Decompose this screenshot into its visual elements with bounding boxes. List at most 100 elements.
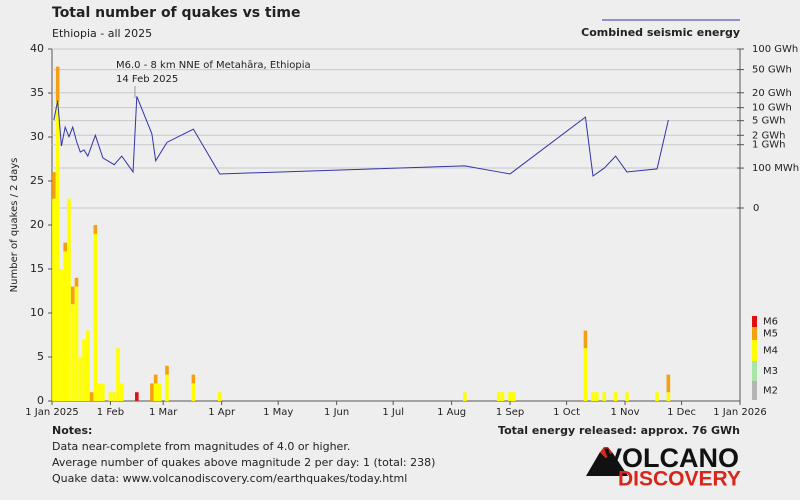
legend-label: M6 — [763, 317, 778, 328]
bar-segment — [55, 101, 60, 402]
y2-tick-label: 1 GWh — [752, 140, 786, 151]
x-tick-label: 1 Apr — [208, 407, 236, 418]
bar-segment — [108, 392, 113, 401]
y2-tick-label: 0 — [753, 203, 759, 214]
bar-segment — [70, 286, 75, 305]
y2-tick-label: 20 GWh — [752, 88, 792, 99]
bar-segment — [157, 383, 162, 401]
bar-segment — [191, 383, 196, 401]
bar-segment — [153, 374, 158, 384]
y2-tick-label: 100 MWh — [752, 163, 799, 174]
bar-segment — [63, 251, 67, 401]
bar-segment — [55, 66, 60, 102]
bar-segment — [93, 225, 98, 234]
total-energy: Total energy released: approx. 76 GWh — [498, 424, 740, 437]
bar-segment — [165, 374, 169, 401]
bar-segment — [119, 383, 124, 401]
notes-title: Notes: — [52, 424, 92, 437]
bar-segment — [613, 392, 618, 401]
energy-line — [53, 96, 669, 177]
bar-segment — [150, 383, 154, 401]
logo-text: DISCOVERY — [618, 468, 741, 491]
annotation: 14 Feb 2025 — [116, 74, 178, 85]
bar-segment — [508, 392, 512, 401]
x-tick-label: 1 Sep — [496, 407, 524, 418]
note: Data near-complete from magnitudes of 4.… — [52, 440, 350, 453]
x-tick-label: 1 Mar — [149, 407, 178, 418]
bar-segment — [500, 392, 505, 401]
y2-tick-label: 2 GWh — [752, 130, 786, 141]
logo-text: VOLCANO — [604, 443, 739, 473]
y-axis-label: Number of quakes / 2 days — [9, 158, 20, 293]
bar-segment — [82, 339, 86, 401]
y2-tick-label: 5 GWh — [752, 116, 786, 127]
bar-segment — [93, 233, 98, 401]
x-tick-label: 1 Jan 2025 — [25, 407, 79, 418]
y-tick-label: 40 — [30, 42, 44, 55]
logo-icon — [600, 447, 612, 458]
legend-label: M3 — [763, 366, 778, 377]
legend-swatch — [752, 361, 757, 381]
note: Quake data: www.volcanodiscovery.com/ear… — [52, 472, 407, 485]
legend-label: M5 — [763, 329, 778, 340]
logo: VOLCANO DISCOVERY — [586, 443, 741, 491]
bar-segment — [165, 365, 169, 375]
bar-segment — [67, 198, 71, 401]
legend-label: Combined seismic energy — [581, 26, 740, 39]
bar-segment — [89, 392, 94, 401]
x-tick-label: 1 Jul — [382, 407, 404, 418]
bar-segment — [59, 269, 64, 401]
x-tick-label: 1 Jun — [324, 407, 349, 418]
y-tick-label: 0 — [37, 394, 44, 407]
bar-segment — [463, 392, 467, 401]
y2-tick-label: 100 GWh — [752, 44, 798, 55]
bar-segment — [191, 374, 196, 384]
x-tick-label: 1 Aug — [437, 407, 466, 418]
y2-tick-label: 50 GWh — [752, 65, 792, 76]
bar-segment — [52, 172, 56, 199]
x-tick-label: 1 Jan 2026 — [713, 407, 767, 418]
bar-segment — [135, 392, 139, 401]
bar-segment — [512, 392, 516, 401]
bar-segment — [496, 392, 501, 401]
bar-segment — [217, 392, 222, 401]
legend-swatch — [752, 327, 757, 340]
y-tick-label: 5 — [37, 350, 44, 363]
annotation: M6.0 - 8 km NNE of Metahāra, Ethiopia — [116, 60, 311, 71]
bar-segment — [153, 383, 158, 401]
y-tick-label: 25 — [30, 174, 44, 187]
legend-label: M2 — [763, 386, 778, 397]
y-tick-label: 20 — [30, 218, 44, 231]
x-tick-label: 1 Oct — [553, 407, 580, 418]
bar-segment — [70, 304, 75, 401]
bar-segment — [52, 198, 56, 401]
bar-segment — [591, 392, 595, 401]
bar-segment — [583, 348, 588, 401]
y-tick-label: 15 — [30, 262, 44, 275]
bar-segment — [666, 392, 671, 401]
bar-segment — [116, 348, 120, 401]
x-tick-label: 1 Feb — [97, 407, 124, 418]
x-tick-label: 1 May — [263, 407, 293, 418]
legend-swatch — [752, 340, 757, 361]
x-tick-label: 1 Dec — [667, 407, 696, 418]
bar-segment — [63, 242, 67, 252]
y-tick-label: 10 — [30, 306, 44, 319]
logo-icon — [586, 452, 628, 476]
y-tick-label: 35 — [30, 86, 44, 99]
bar-segment — [97, 383, 101, 401]
legend-label: M4 — [763, 346, 778, 357]
bar-segment — [86, 330, 90, 401]
legend-swatch — [752, 316, 757, 327]
bar-segment — [666, 374, 671, 393]
bar-segment — [602, 392, 607, 401]
note: Average number of quakes above magnitude… — [52, 456, 435, 469]
bar-segment — [625, 392, 629, 401]
x-tick-label: 1 Nov — [610, 407, 639, 418]
y2-tick-label: 10 GWh — [752, 103, 792, 114]
bar-segment — [74, 286, 79, 401]
bar-segment — [101, 383, 105, 401]
y-tick-label: 30 — [30, 130, 44, 143]
